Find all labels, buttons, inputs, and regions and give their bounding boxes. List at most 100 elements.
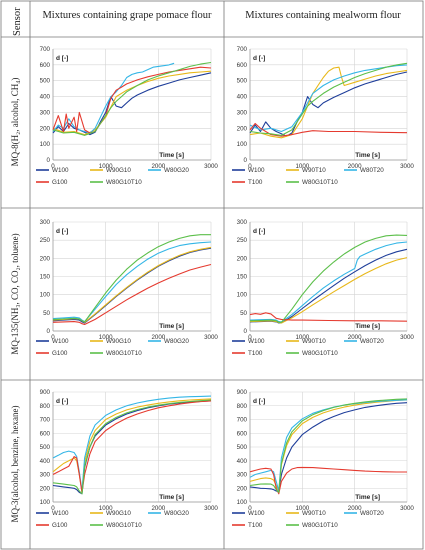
legend-label: T100: [248, 350, 263, 357]
x-tick-label: 0: [51, 505, 55, 512]
legend-label: W100: [52, 167, 69, 174]
series-line-w80g20: [52, 241, 212, 323]
row-label-mq3: MQ-3(alcohol, benzine, hexane): [10, 406, 20, 523]
y-tick-label: 500: [237, 78, 248, 85]
y-tick-label: 200: [40, 125, 51, 132]
legend-label: G100: [52, 522, 68, 529]
series-line-w90t10: [249, 399, 408, 492]
y-tick-label: 200: [237, 125, 248, 132]
legend-label: W80G20: [164, 338, 189, 345]
y-tick-label: 600: [237, 62, 248, 69]
y-axis-label: d [-]: [253, 398, 265, 405]
series-line-w80g10t10: [249, 398, 408, 493]
chart-mq8_mealworm: 0 100 200 300 400 500 600 700 0 1000 2000 3000 d [-]…: [232, 46, 414, 186]
y-tick-label: 400: [40, 458, 51, 465]
series-line-w80g10t10: [249, 234, 408, 323]
series-line-w90g10: [52, 70, 212, 136]
legend-label: W80G10T10: [302, 522, 338, 529]
legend-label: G100: [52, 350, 68, 357]
y-tick-label: 50: [240, 310, 247, 317]
y-tick-label: 150: [40, 274, 51, 281]
x-tick-label: 0: [51, 163, 55, 170]
x-tick-label: 3000: [400, 163, 414, 170]
legend-label: W100: [52, 338, 69, 345]
row-label-mq8: MQ-8(H₂, alcohol, CH₄): [10, 78, 20, 167]
legend-label: W90G10: [106, 167, 131, 174]
x-tick-label: 1000: [295, 334, 309, 341]
y-tick-label: 500: [40, 78, 51, 85]
x-axis-label: Time [s]: [355, 152, 380, 159]
chart-mq8_grape: 0 100 200 300 400 500 600 700 0 1000 2000 3000 d [-]…: [36, 46, 218, 186]
y-tick-label: 100: [237, 141, 248, 148]
y-tick-label: 0: [47, 157, 51, 164]
series-line-g100: [52, 400, 212, 493]
y-tick-label: 700: [40, 46, 51, 53]
x-tick-label: 2000: [151, 163, 165, 170]
legend-label: W80T20: [360, 510, 384, 517]
series-line-w100: [249, 402, 408, 493]
x-tick-label: 1000: [295, 505, 309, 512]
x-axis-label: Time [s]: [355, 323, 380, 330]
legend-label: W90T10: [302, 167, 326, 174]
row-label-mq135: MQ-135(NH₃, CO, CO₂, toluene): [10, 233, 20, 354]
x-tick-label: 0: [248, 505, 252, 512]
y-tick-label: 700: [237, 46, 248, 53]
y-tick-label: 600: [237, 430, 248, 437]
x-tick-label: 2000: [348, 163, 362, 170]
x-tick-label: 1000: [295, 163, 309, 170]
y-axis-label: d [-]: [56, 398, 68, 405]
legend-label: W90G10: [106, 510, 131, 517]
x-tick-label: 1000: [99, 505, 113, 512]
x-axis-label: Time [s]: [159, 152, 184, 159]
x-axis-label: Time [s]: [159, 323, 184, 330]
y-tick-label: 200: [40, 255, 51, 262]
y-tick-label: 0: [244, 328, 248, 335]
y-tick-label: 800: [40, 403, 51, 410]
y-tick-label: 500: [237, 444, 248, 451]
x-tick-label: 3000: [204, 334, 218, 341]
y-tick-label: 200: [237, 485, 248, 492]
x-axis-label: Time [s]: [355, 494, 380, 501]
series-line-g100: [52, 66, 212, 134]
legend-label: W80G10T10: [302, 350, 338, 357]
y-axis-label: d [-]: [56, 55, 68, 62]
x-tick-label: 0: [248, 334, 252, 341]
legend-label: W100: [52, 510, 69, 517]
y-tick-label: 300: [40, 109, 51, 116]
x-tick-label: 3000: [400, 334, 414, 341]
series-line-w80t20: [249, 64, 408, 133]
legend-label: W80T20: [360, 338, 384, 345]
legend-label: T100: [248, 522, 263, 529]
y-tick-label: 100: [40, 141, 51, 148]
legend-label: W100: [248, 167, 265, 174]
legend-label: W90T10: [302, 510, 326, 517]
x-tick-label: 0: [51, 334, 55, 341]
series-line-w80g10t10: [52, 61, 212, 136]
x-tick-label: 3000: [204, 163, 218, 170]
y-tick-label: 700: [237, 417, 248, 424]
series-line-t100: [249, 466, 407, 495]
series-line-w90t10: [249, 257, 408, 324]
y-tick-label: 600: [40, 430, 51, 437]
legend-label: T100: [248, 179, 263, 186]
y-axis-label: d [-]: [253, 55, 265, 62]
legend-label: W100: [248, 338, 265, 345]
series-line-w90t10: [249, 66, 408, 139]
y-tick-label: 300: [237, 472, 248, 479]
y-tick-label: 400: [40, 94, 51, 101]
series-line-w80t20: [249, 399, 408, 492]
y-tick-label: 600: [40, 62, 51, 69]
y-tick-label: 250: [237, 237, 248, 244]
legend-label: W90T10: [302, 338, 326, 345]
x-tick-label: 2000: [151, 334, 165, 341]
series-line-t100: [249, 312, 408, 322]
x-tick-label: 2000: [348, 334, 362, 341]
series-line-w100: [249, 71, 408, 137]
x-tick-label: 3000: [400, 505, 414, 512]
y-tick-label: 200: [40, 485, 51, 492]
legend-label: W80G10T10: [106, 350, 142, 357]
y-tick-label: 300: [237, 219, 248, 226]
